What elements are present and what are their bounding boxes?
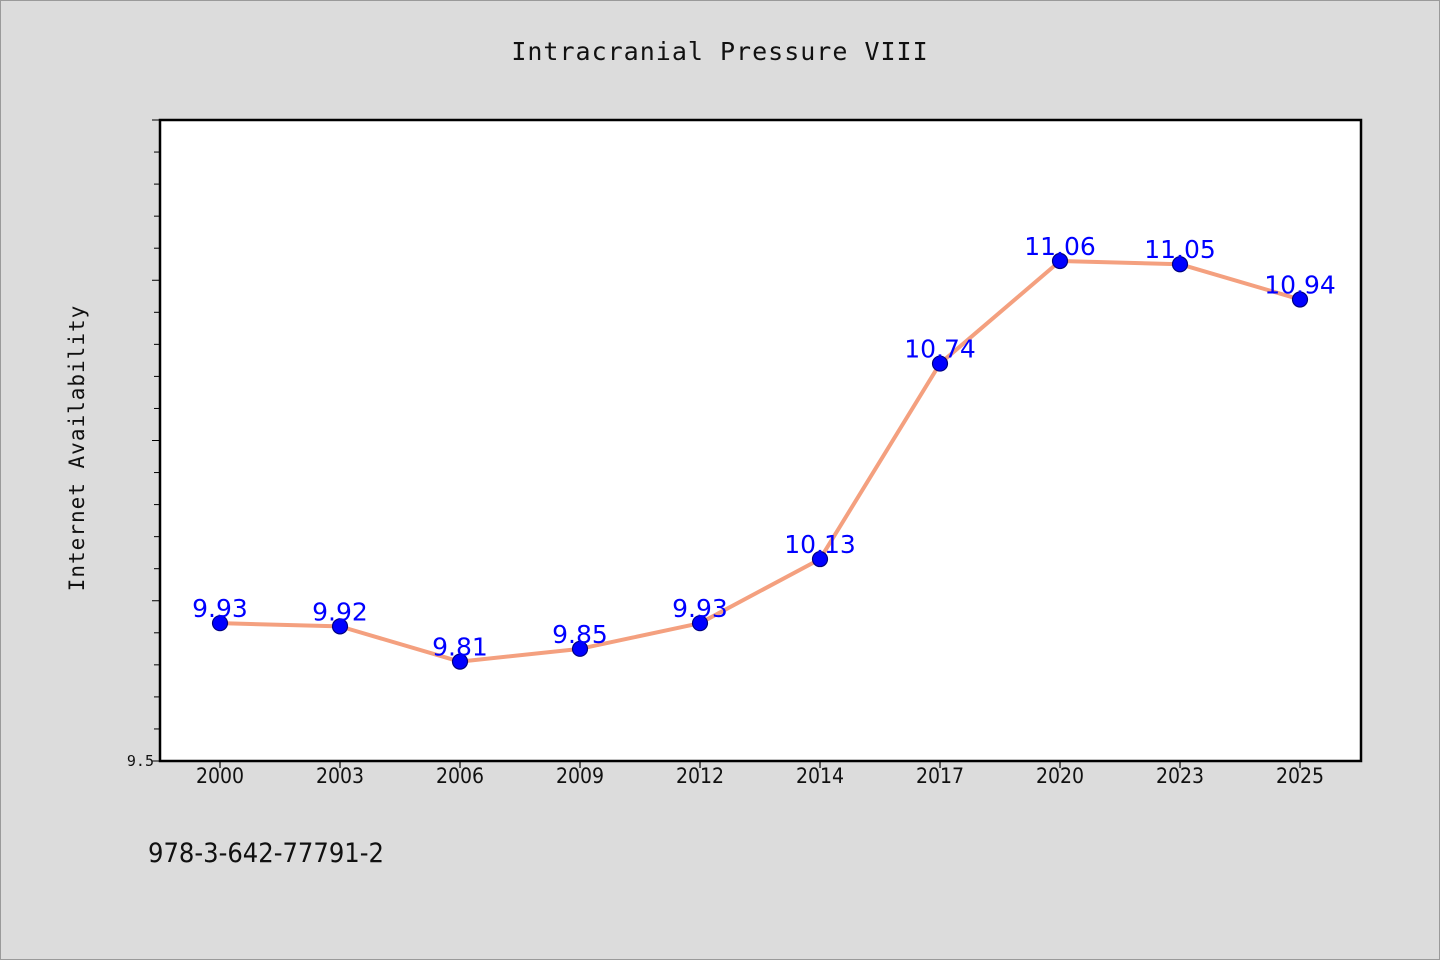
series-line <box>218 259 1302 664</box>
data-point <box>331 618 349 635</box>
y-axis-label: Internet Availability <box>65 305 89 592</box>
chart-title: Intracranial Pressure VIII <box>511 37 928 66</box>
x-tick-label: 2003 <box>316 764 364 788</box>
data-point <box>1051 252 1069 270</box>
data-label: 9.85 <box>552 620 608 649</box>
series-layer <box>218 259 1302 664</box>
data-point <box>451 653 469 670</box>
data-point <box>1171 256 1189 273</box>
footer-isbn: 978-3-642-77791-2 <box>148 838 384 869</box>
x-tick-label: 2025 <box>1276 764 1324 788</box>
data-label: 10.13 <box>784 530 856 559</box>
data-point <box>931 355 949 372</box>
data-label-layer: 9.93 9.92 9.81 9.85 9.93 10.13 10.74 11.06 11.05… <box>192 232 1336 662</box>
x-tick-label: 2000 <box>196 764 244 788</box>
data-label: 9.92 <box>312 597 368 626</box>
data-point <box>571 640 589 657</box>
x-tick-label: 2023 <box>1156 764 1204 788</box>
y-axis-ticks: 9.5 <box>127 119 160 770</box>
data-point <box>691 615 709 632</box>
data-point <box>211 615 229 632</box>
plot-area <box>158 118 1363 763</box>
data-label: 9.93 <box>672 594 728 623</box>
data-label: 11.06 <box>1024 232 1096 261</box>
data-point <box>811 550 829 568</box>
marker-layer <box>211 252 1309 670</box>
data-label: 9.81 <box>432 633 488 662</box>
x-tick-label: 2009 <box>556 764 604 788</box>
data-label: 9.93 <box>192 594 248 623</box>
x-tick-label: 2020 <box>1036 764 1084 788</box>
x-tick-label: 2017 <box>916 764 964 788</box>
data-label: 11.05 <box>1144 235 1216 264</box>
x-tick-label: 2006 <box>436 764 484 788</box>
data-label: 10.74 <box>904 335 976 364</box>
x-tick-label: 2014 <box>796 764 844 788</box>
x-tick-label: 2012 <box>676 764 724 788</box>
data-label: 10.94 <box>1264 270 1336 299</box>
data-point <box>1291 291 1309 308</box>
x-axis-ticks: 2000 2003 2006 2009 2012 2014 2017 2020 2023 2025 <box>196 761 1324 788</box>
y-tick-label: 9.5 <box>127 752 154 770</box>
